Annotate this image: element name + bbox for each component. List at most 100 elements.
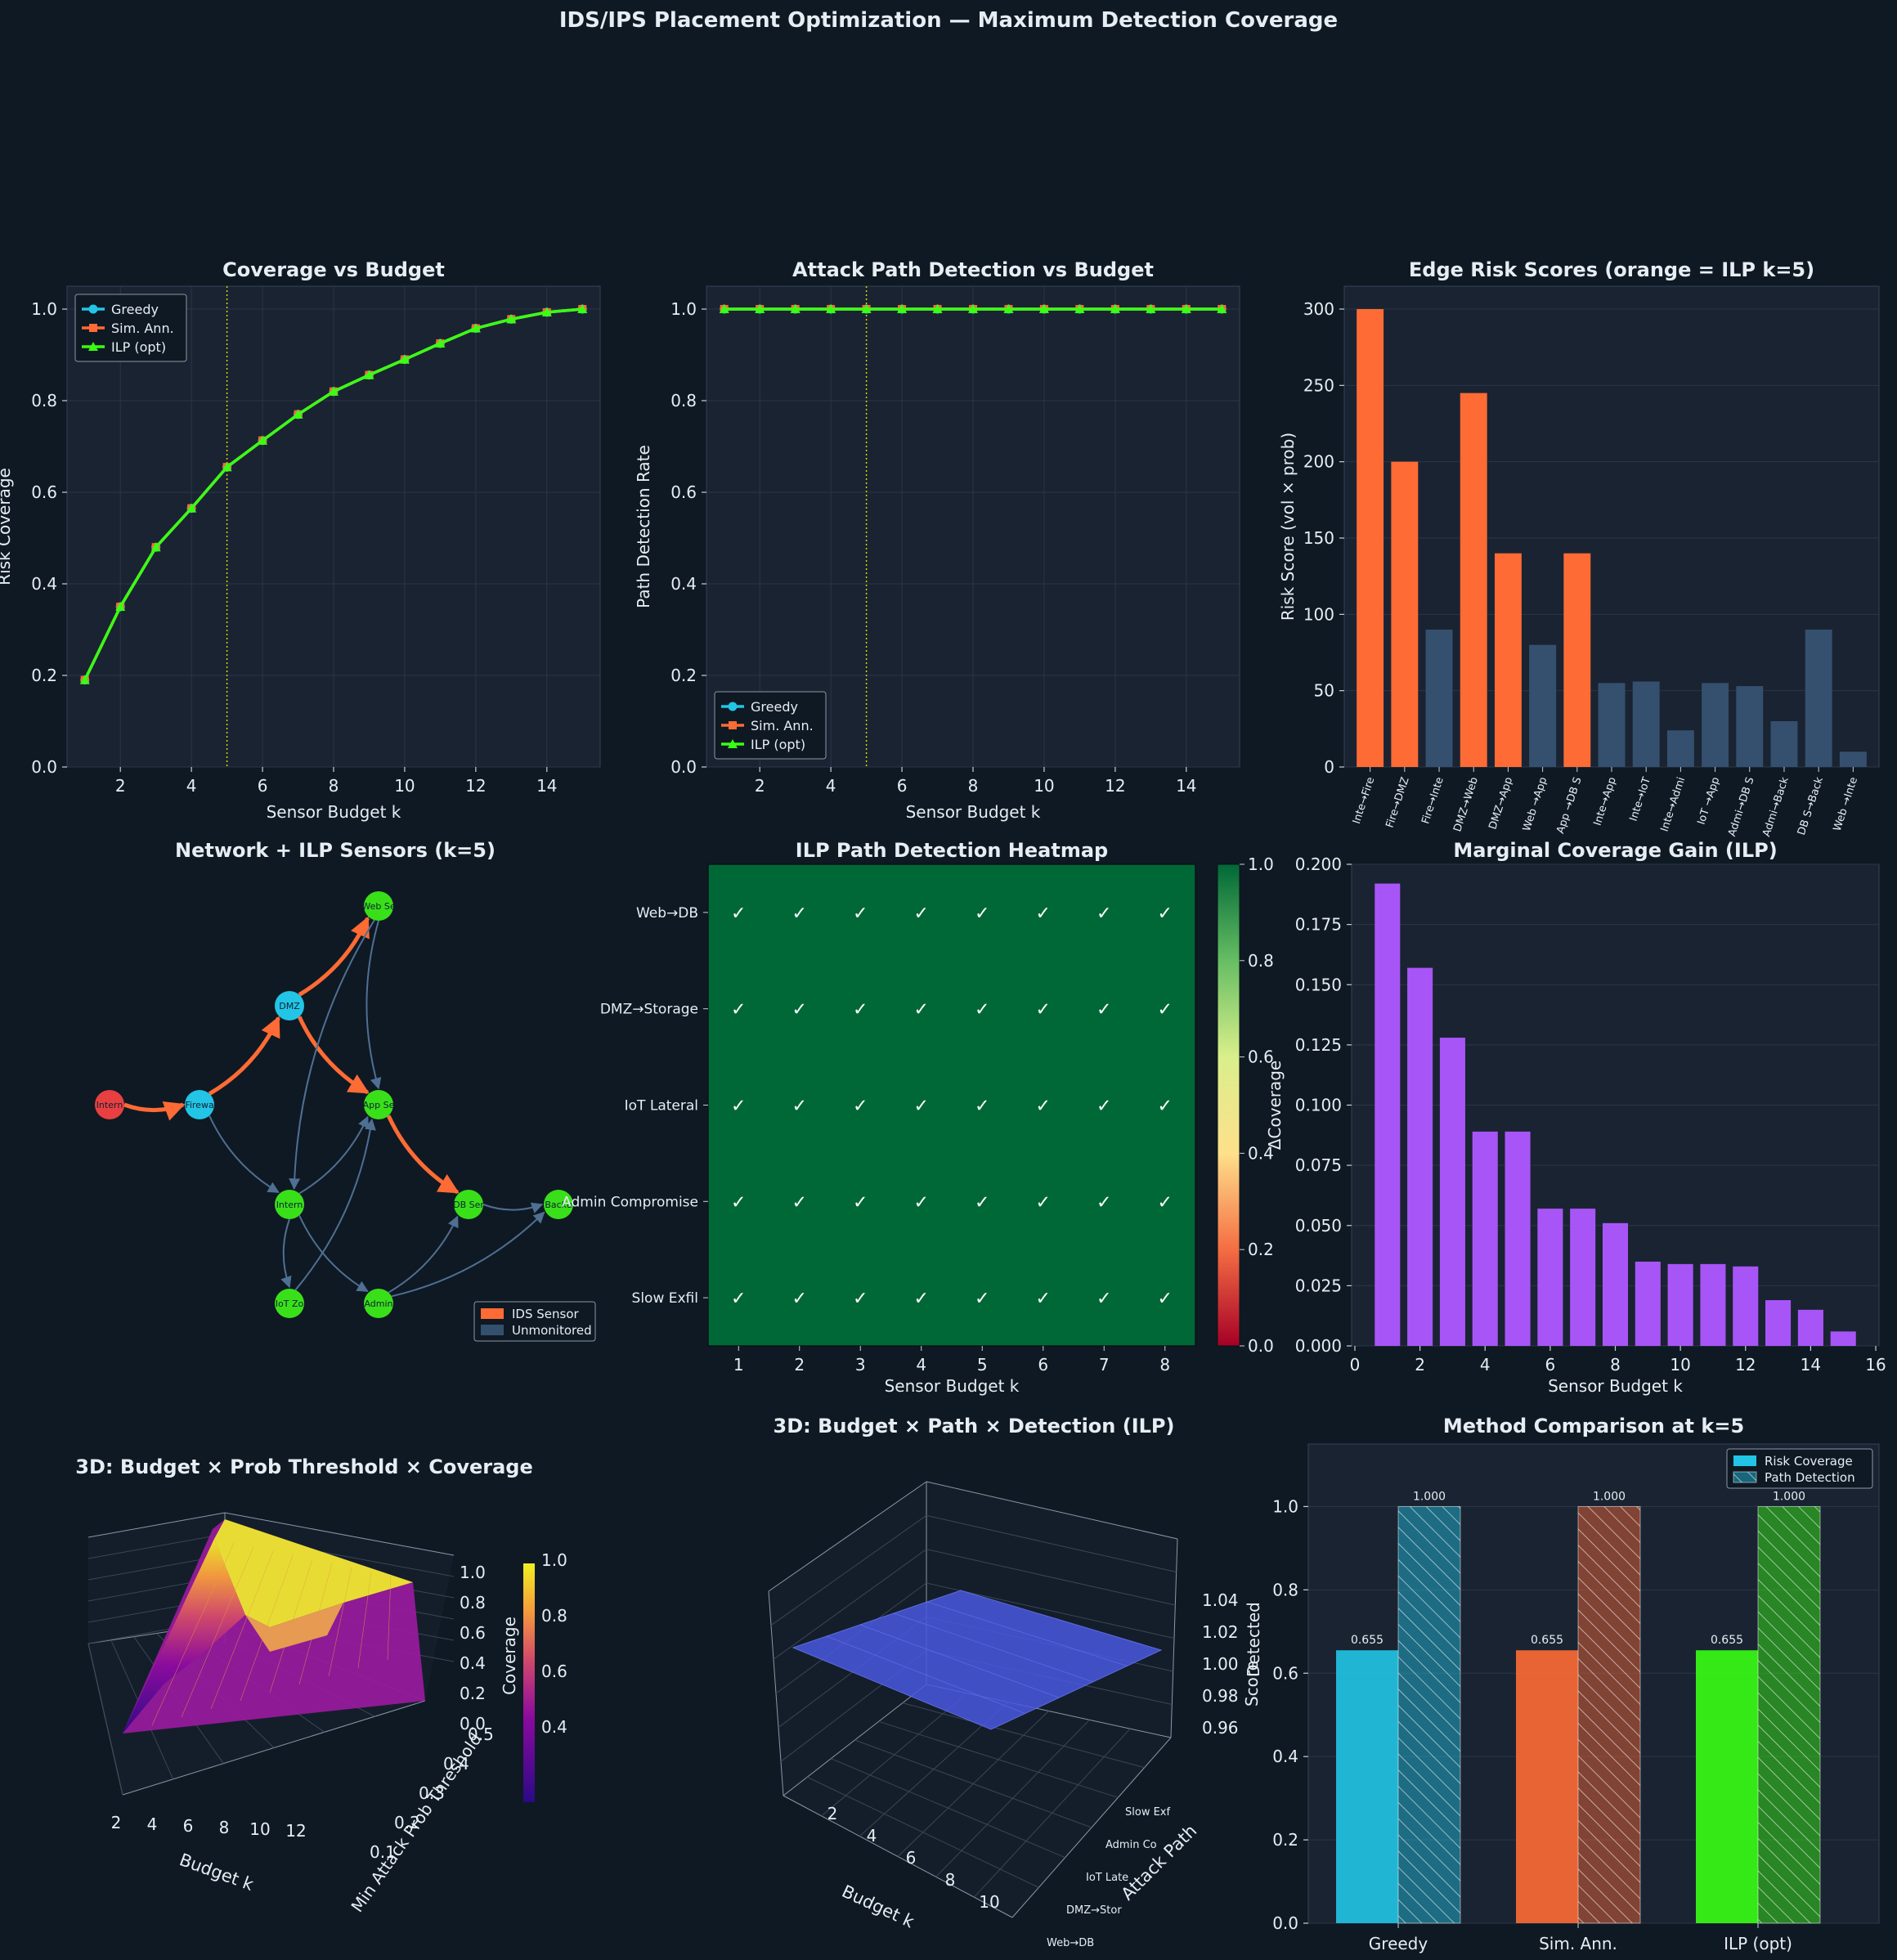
y-tick-label: 0.125 [1295,1035,1342,1055]
network-node [275,1190,304,1219]
marginal-coverage-gain-chart: 0.000 0.025 0.050 0.075 0.100 0.125 0.150 0.175… [1295,839,1886,1396]
data-point [1217,304,1227,313]
cell-check: ✓ [914,1289,929,1309]
node-label: DB Ser [453,1200,484,1210]
cell-check: ✓ [975,1192,989,1213]
legend-label: Greedy [111,302,159,317]
legend-box [473,1301,596,1342]
cell-check: ✓ [1036,1192,1051,1213]
node-label: Intern [96,1100,123,1110]
cell-check: ✓ [914,1192,929,1213]
cell-check: ✓ [1036,1097,1051,1117]
chart-title: Edge Risk Scores (orange = ILP k=5) [1409,258,1814,281]
legend-swatch [481,1325,504,1335]
unmonitored-edge [298,1115,369,1195]
heatmap-cell [830,1153,891,1250]
x-tick-label: 7 [1099,1355,1110,1375]
heatmap-cell [1012,1153,1074,1250]
x-tick-label: 6 [1545,1355,1556,1375]
heatmap-cell [952,960,1013,1058]
x-tick-label: 8 [968,776,979,796]
y-axis-label: Risk Score (vol × prob) [1278,433,1298,621]
heatmap-cell [890,960,953,1058]
surface-mesh [328,1567,352,1677]
node-label: Intern [276,1200,303,1210]
heatmap-cell [1134,960,1196,1058]
heatmap-cell [890,1249,953,1347]
colorbar-label: ΔCoverage [1265,1061,1285,1150]
heatmap-cell [769,1056,831,1154]
x-tick-label: 3 [855,1355,866,1375]
node-label: DMZ [279,1001,300,1011]
legend-label: ILP (opt) [111,339,166,355]
category-label: Sim. Ann. [1539,1934,1617,1953]
legend-box [1726,1448,1873,1489]
z-tick-label: 1.02 [1202,1622,1239,1642]
y-tick-label: Admin Co [1105,1839,1157,1851]
y-axis-label: Risk Coverage [0,468,14,585]
x-tick-label: 2 [115,776,126,796]
surface-mesh [926,1601,1128,1666]
legend-marker [89,324,97,332]
data-point [293,409,303,419]
x-tick-label: 2 [827,1804,838,1823]
path-row-label: Slow Exfil [632,1290,698,1307]
cell-check: ✓ [1096,1289,1111,1309]
data-point [897,304,908,313]
heatmap-cell [1012,960,1074,1058]
method-comparison-chart: 0.0 0.2 0.4 0.6 0.8 1.0 Method Comparison at k… [1242,1415,1880,1953]
risk-bar [1839,751,1867,767]
y-tick-label: 0.3 [419,1783,445,1803]
x-tick-label: 10 [394,776,415,796]
path-detection-vs-budget-chart: 0.0 0.2 0.4 0.6 0.8 1.0 2 4 6 8 10 12 14 Attack Path … [634,258,1240,822]
heatmap-cell [1134,1056,1196,1154]
heatmap-cell [1012,1056,1074,1154]
bar-hatch [1757,1505,1821,1924]
gain-bar [1602,1222,1629,1346]
legend-label: ILP (opt) [751,737,805,752]
x-tick-label: 6 [258,776,268,796]
heatmap-cell [952,864,1013,962]
x-tick-label: 12 [285,1821,306,1841]
legend-hatch [1733,1471,1757,1483]
x-tick-label: 2 [755,776,765,796]
surface-mesh [298,1563,333,1685]
axis-edge [768,1481,927,1592]
y-tick-label: 1.0 [670,299,697,319]
data-point [790,304,801,313]
chart-title: Marginal Coverage Gain (ILP) [1453,839,1777,862]
data-point [435,339,446,348]
cell-check: ✓ [853,1289,868,1309]
x-tick-label: 16 [1865,1355,1886,1375]
y-tick-label: Web→DB [1047,1937,1094,1949]
risk-bar [1460,392,1487,767]
x-tick-label: 4 [1480,1355,1491,1375]
unmonitored-edge [391,1211,545,1298]
node-label: Firewa [185,1100,213,1110]
data-point [79,675,90,684]
y-tick-label: 250 [1303,375,1334,395]
y-tick-label: 0.000 [1295,1336,1342,1356]
cell-check: ✓ [853,1097,868,1117]
cell-check: ✓ [1096,1192,1111,1213]
network-node [364,1090,393,1119]
cell-check: ✓ [1036,1289,1051,1309]
cell-check: ✓ [975,1000,989,1020]
x-tick-label: 8 [945,1870,956,1890]
x-axis-label: Sensor Budget k [885,1376,1020,1396]
y-tick-label: 0.0 [31,757,57,777]
z-tick-label: 1.00 [1202,1654,1239,1674]
data-point [1003,304,1014,313]
cell-check: ✓ [1036,904,1051,924]
cell-check: ✓ [975,1289,989,1309]
gain-bar [1407,967,1433,1346]
surface-top [214,1519,413,1627]
sensor-edge [386,1115,460,1195]
chart-title: 3D: Budget × Prob Threshold × Coverage [75,1455,533,1478]
heatmap-cell [708,864,769,962]
heatmap-cell [1074,1153,1135,1250]
legend-label: Sim. Ann. [111,321,174,336]
risk-bar [1563,553,1591,767]
x-tick-label: 0 [1350,1355,1361,1375]
legend-marker [729,721,737,729]
